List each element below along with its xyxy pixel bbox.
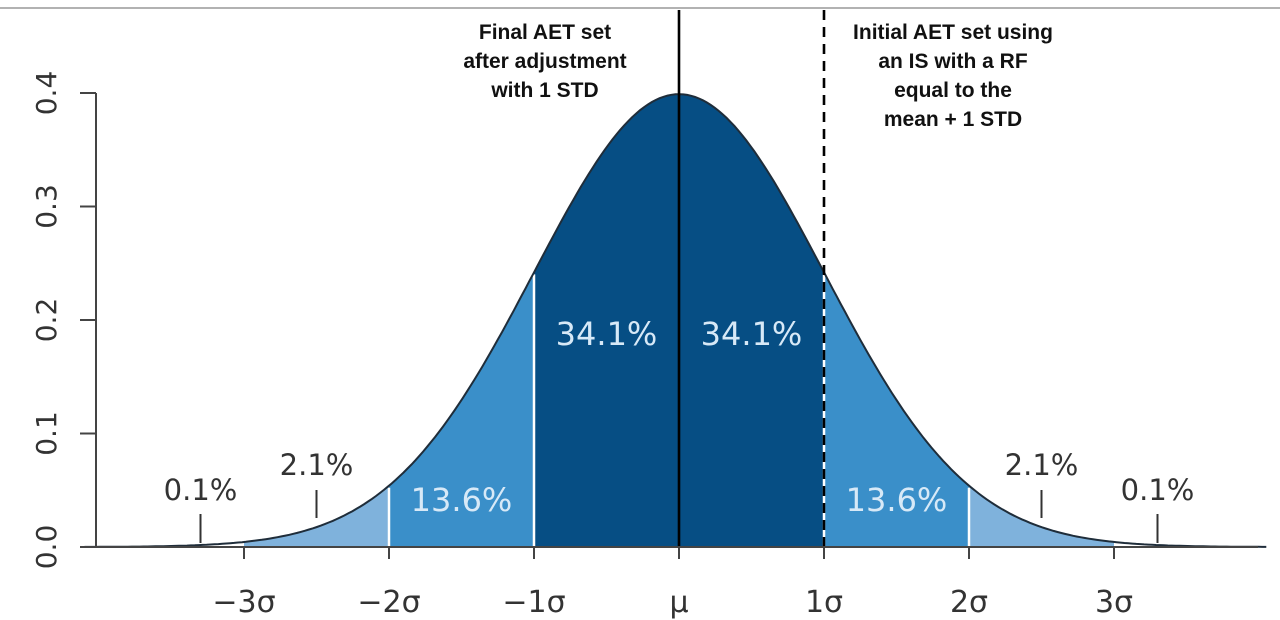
region-percent-label: 13.6% — [846, 481, 948, 519]
outer-percent-label: 0.1% — [1121, 473, 1195, 507]
x-tick-label: μ — [669, 585, 688, 620]
outer-percent-label: 2.1% — [280, 448, 354, 482]
region-percent-label: 34.1% — [701, 315, 803, 353]
outer-percent-label: 0.1% — [164, 473, 238, 507]
fill-layer — [84, 10, 1267, 548]
tail-area-0 — [244, 485, 389, 547]
x-tick-label: −3σ — [212, 585, 275, 620]
region-percent-label: 13.6% — [411, 481, 513, 519]
final-aet-annotation: Final AET set after adjustment with 1 ST… — [463, 21, 627, 102]
text-layer: 0.0 0.1 0.2 0.3 0.4 −3σ −2σ −1σ μ 1σ 2σ 3σ 13.6% 34.1… — [30, 71, 1194, 620]
x-tick-label: 1σ — [805, 585, 843, 620]
tail-area-1 — [969, 485, 1114, 547]
initial-aet-annotation: Initial AET set using an IS with a RF eq… — [853, 21, 1053, 131]
y-tick-label: 0.2 — [30, 298, 63, 343]
region-area-2 — [679, 94, 824, 547]
x-tick-label: 3σ — [1095, 585, 1133, 620]
region-percent-label: 34.1% — [556, 315, 658, 353]
region-area-1 — [534, 94, 679, 547]
x-tick-label: 2σ — [950, 585, 988, 620]
axes-layer — [0, 7, 1280, 559]
y-tick-label: 0.1 — [30, 411, 63, 456]
y-tick-label: 0.0 — [30, 525, 63, 570]
y-tick-label: 0.4 — [30, 71, 63, 116]
density-curve — [84, 93, 1267, 548]
x-tick-label: −2σ — [357, 585, 420, 620]
y-tick-label: 0.3 — [30, 184, 63, 229]
x-tick-label: −1σ — [502, 585, 565, 620]
outer-percent-label: 2.1% — [1005, 448, 1079, 482]
